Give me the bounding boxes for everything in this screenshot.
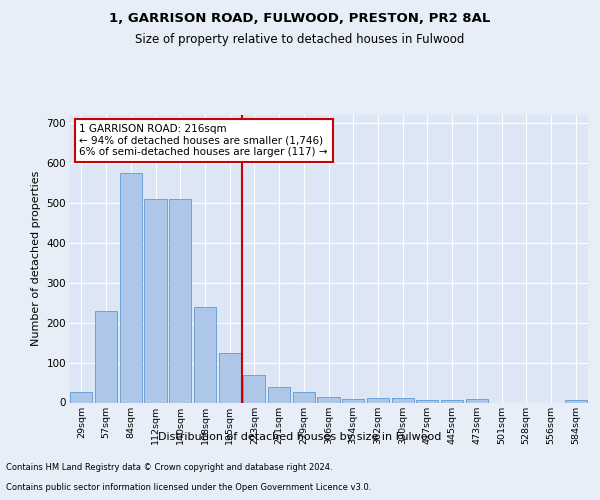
Bar [317, 396, 340, 402]
Bar [466, 398, 488, 402]
Bar [169, 199, 191, 402]
Bar [565, 400, 587, 402]
Text: Size of property relative to detached houses in Fulwood: Size of property relative to detached ho… [136, 32, 464, 46]
Bar [95, 310, 117, 402]
Text: Distribution of detached houses by size in Fulwood: Distribution of detached houses by size … [158, 432, 442, 442]
Bar [367, 398, 389, 402]
Bar [218, 352, 241, 403]
Bar [416, 400, 439, 402]
Bar [145, 199, 167, 402]
Bar [392, 398, 414, 402]
Bar [243, 374, 265, 402]
Y-axis label: Number of detached properties: Number of detached properties [31, 171, 41, 346]
Text: 1, GARRISON ROAD, FULWOOD, PRESTON, PR2 8AL: 1, GARRISON ROAD, FULWOOD, PRESTON, PR2 … [109, 12, 491, 26]
Text: Contains HM Land Registry data © Crown copyright and database right 2024.: Contains HM Land Registry data © Crown c… [6, 464, 332, 472]
Bar [441, 400, 463, 402]
Bar [293, 392, 315, 402]
Text: 1 GARRISON ROAD: 216sqm
← 94% of detached houses are smaller (1,746)
6% of semi-: 1 GARRISON ROAD: 216sqm ← 94% of detache… [79, 124, 328, 157]
Bar [342, 398, 364, 402]
Bar [194, 306, 216, 402]
Bar [119, 173, 142, 402]
Bar [268, 386, 290, 402]
Bar [70, 392, 92, 402]
Text: Contains public sector information licensed under the Open Government Licence v3: Contains public sector information licen… [6, 484, 371, 492]
